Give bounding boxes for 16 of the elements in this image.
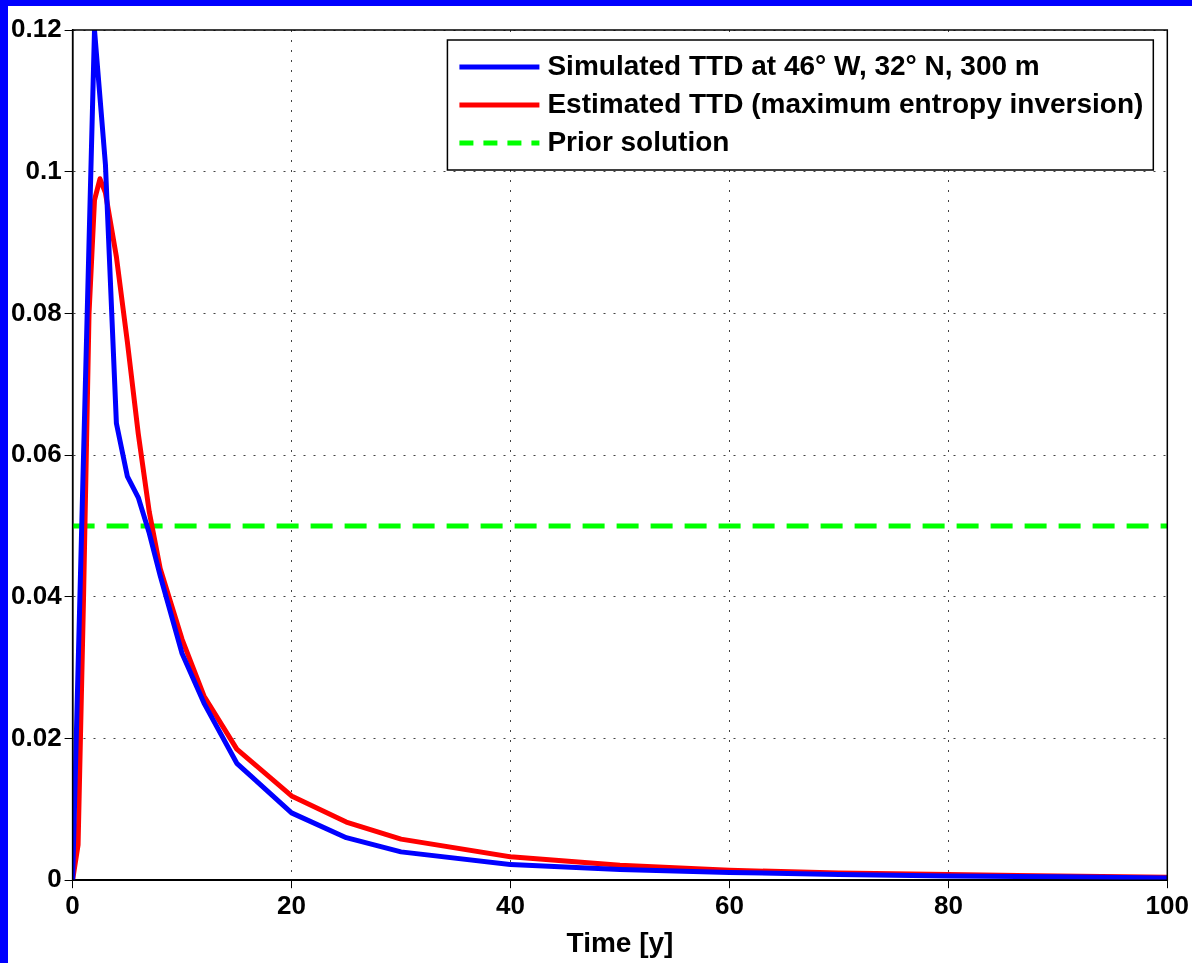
legend-label: Simulated TTD at 46° W, 32° N, 300 m <box>547 49 1040 81</box>
x-tick-label: 40 <box>496 889 525 920</box>
x-axis-title: Time [y] <box>566 926 674 958</box>
y-tick-label: 0.06 <box>10 438 62 469</box>
legend-label: Estimated TTD (maximum entropy inversion) <box>547 87 1144 119</box>
y-tick-label: 0.04 <box>10 579 63 610</box>
y-tick-label: 0 <box>47 863 62 894</box>
y-tick-label: 0.08 <box>10 296 62 327</box>
y-tick-label: 0.12 <box>10 13 62 44</box>
x-tick-label: 60 <box>714 889 744 920</box>
x-tick-label: 100 <box>1145 889 1190 920</box>
legend-label: Prior solution <box>547 125 730 157</box>
x-tick-label: 20 <box>277 889 307 920</box>
y-tick-label: 0.02 <box>10 721 62 752</box>
y-tick-label: 0.1 <box>25 154 62 185</box>
x-tick-label: 80 <box>933 889 963 920</box>
